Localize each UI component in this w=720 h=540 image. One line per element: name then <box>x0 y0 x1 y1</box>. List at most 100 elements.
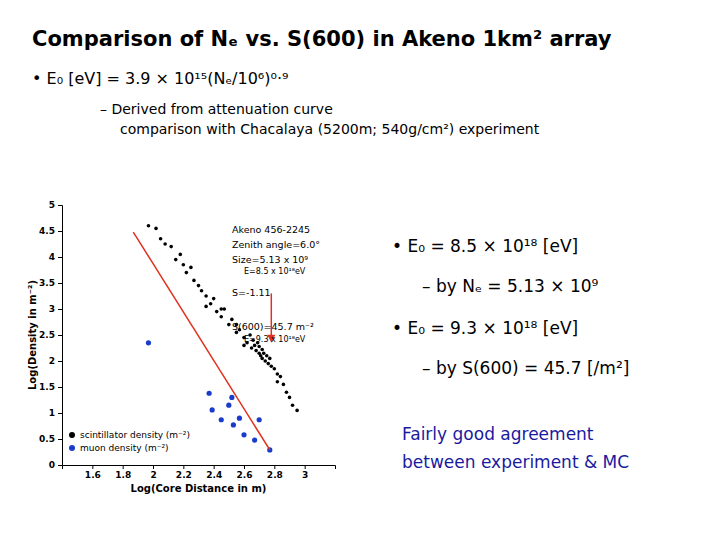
y-tick-label: 1.5 <box>39 382 55 392</box>
x-tick: 1.6 <box>85 465 101 480</box>
point <box>209 302 213 306</box>
point <box>273 367 277 371</box>
y-tick-mark <box>58 257 62 258</box>
point <box>291 403 295 407</box>
x-axis-title: Log(Core Distance in m) <box>131 483 267 494</box>
point <box>200 289 204 293</box>
y-axis-line <box>58 206 63 466</box>
point <box>250 346 254 350</box>
y-tick-label: 3.5 <box>39 278 55 288</box>
point <box>262 351 266 355</box>
x-tick: 2.4 <box>206 465 222 480</box>
x-tick-label: 2 <box>150 470 156 480</box>
y-tick: 0 <box>49 460 62 470</box>
y-tick: 1.5 <box>39 382 62 392</box>
point <box>189 266 193 270</box>
y-tick: 2.5 <box>39 330 62 340</box>
annotation: Size=5.13 x 10⁹ <box>232 254 308 265</box>
point <box>257 417 262 422</box>
y-tick-mark <box>58 439 62 440</box>
point <box>276 380 280 384</box>
y-tick-label: 0 <box>49 460 55 470</box>
formula-note: – Derived from attenuation curve <box>100 101 333 117</box>
point <box>260 357 264 361</box>
x-tick-mark <box>92 465 93 469</box>
x-tick-label: 2.8 <box>267 470 283 480</box>
x-tick-label: 1.8 <box>115 470 131 480</box>
y-tick-mark <box>58 335 62 336</box>
y-tick-label: 4.5 <box>39 226 55 236</box>
result: – by S(600) = 45.7 [/m²] <box>422 358 629 378</box>
point <box>219 315 223 319</box>
conclusion: between experiment & MC <box>402 452 629 472</box>
x-tick-label: 2.4 <box>206 470 222 480</box>
y-tick: 2 <box>49 356 62 366</box>
point <box>229 395 234 400</box>
y-axis: 0 0.5 1 1.5 2 2.5 3 3.5 4 4.5 5 <box>39 200 62 470</box>
point <box>159 237 163 241</box>
slide-title: Comparison of Nₑ vs. S(600) in Akeno 1km… <box>32 27 612 51</box>
point <box>207 391 212 396</box>
x-tick-mark <box>274 465 275 469</box>
x-tick-label: 1.6 <box>85 470 101 480</box>
point <box>174 258 178 262</box>
conclusion: Fairly good agreement <box>402 424 594 444</box>
point <box>285 390 289 394</box>
point <box>179 253 183 257</box>
point <box>260 348 264 352</box>
y-tick-label: 3 <box>49 304 55 314</box>
y-axis-title: Log(Density in m⁻²) <box>27 280 38 390</box>
x-tick-mark <box>305 465 306 469</box>
point <box>219 307 223 311</box>
x-tick-mark <box>244 465 245 469</box>
legend-label: scintillator density (m⁻²) <box>80 430 190 440</box>
x-tick: 2 <box>150 465 156 480</box>
x-tick-mark <box>214 465 215 469</box>
point <box>242 344 246 348</box>
annotation: S=-1.11 <box>232 287 271 298</box>
point <box>231 422 236 427</box>
y-tick-mark <box>58 387 62 388</box>
point <box>288 396 292 400</box>
point <box>219 417 224 422</box>
y-tick: 5 <box>49 200 62 210</box>
y-tick: 4 <box>49 252 62 262</box>
x-tick-label: 2.2 <box>176 470 192 480</box>
point <box>146 340 151 345</box>
y-tick-mark <box>58 283 62 284</box>
y-tick-label: 0.5 <box>39 434 55 444</box>
legend-marker <box>69 432 75 438</box>
point <box>204 305 208 309</box>
x-tick: 2.8 <box>267 465 283 480</box>
x-tick: 2.6 <box>237 465 253 480</box>
y-tick-label: 4 <box>49 252 55 262</box>
point <box>185 271 189 275</box>
point <box>182 263 186 267</box>
point <box>169 245 173 249</box>
formula: • E₀ [eV] = 3.9 × 10¹⁵(Nₑ/10⁶)⁰·⁹ <box>32 69 288 88</box>
point <box>257 345 261 349</box>
x-axis-line <box>63 466 336 470</box>
y-tick: 1 <box>49 408 62 418</box>
x-tick-mark <box>123 465 124 469</box>
annotation: S(600)=45.7 m⁻² <box>232 321 314 332</box>
point <box>282 383 286 387</box>
y-tick-label: 5 <box>49 200 55 210</box>
annotation: Zenith angle=6.0° <box>232 239 320 250</box>
legend-label: muon density (m⁻²) <box>80 443 169 453</box>
x-tick-mark <box>153 465 154 469</box>
point <box>197 284 201 288</box>
y-tick-mark <box>58 309 62 310</box>
point <box>266 362 270 366</box>
y-tick-mark <box>58 465 62 466</box>
y-tick-label: 2 <box>49 356 55 366</box>
result: • E₀ = 9.3 × 10¹⁸ [eV] <box>392 318 578 338</box>
y-tick: 0.5 <box>39 434 62 444</box>
point <box>147 224 151 228</box>
x-tick: 2.2 <box>176 465 192 480</box>
point <box>215 310 219 314</box>
y-tick-label: 2.5 <box>39 330 55 340</box>
point <box>237 416 242 421</box>
y-tick-mark <box>58 231 62 232</box>
point <box>204 294 208 298</box>
